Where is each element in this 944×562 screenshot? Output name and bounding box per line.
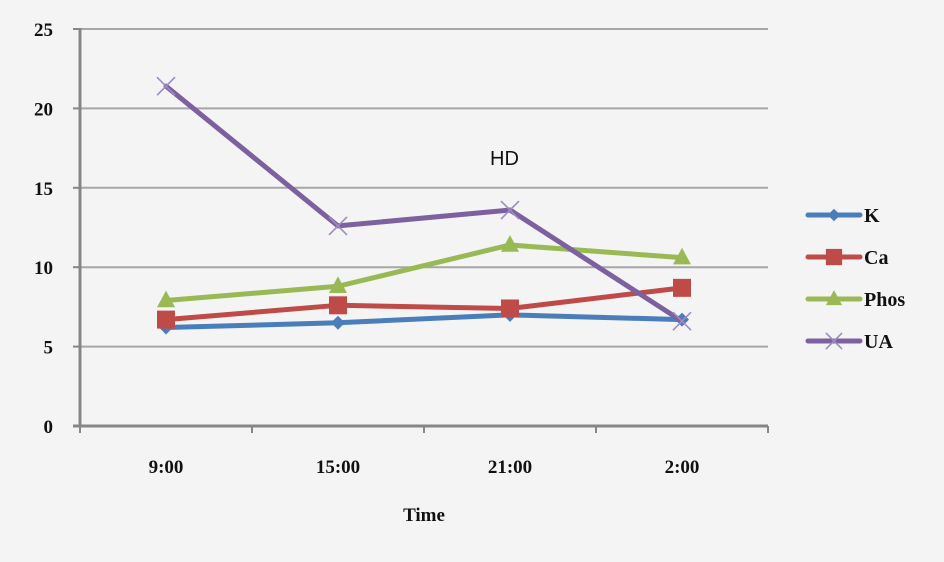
series-phos bbox=[157, 235, 691, 308]
legend-item-k: K bbox=[805, 205, 880, 227]
legend-label: K bbox=[864, 205, 880, 227]
x-marker bbox=[672, 311, 692, 331]
series-ca bbox=[157, 278, 691, 329]
y-tick-label: 0 bbox=[44, 417, 54, 438]
series-line bbox=[163, 83, 685, 324]
series-line bbox=[163, 312, 685, 331]
x-axis-tick-labels: 9:00 15:00 21:00 2:00 bbox=[149, 457, 700, 478]
data-series bbox=[156, 76, 692, 335]
x-marker bbox=[156, 76, 176, 96]
legend-label: Phos bbox=[864, 289, 905, 311]
triangle-marker bbox=[673, 247, 691, 265]
y-tick-label: 5 bbox=[44, 338, 54, 359]
series-line bbox=[163, 285, 685, 323]
triangle-marker bbox=[329, 276, 347, 294]
series-ua bbox=[156, 76, 692, 331]
x-tick-label: 2:00 bbox=[665, 457, 700, 478]
y-tick-label: 20 bbox=[34, 99, 53, 120]
y-tick-label: 25 bbox=[34, 20, 53, 41]
legend: K Ca Phos UA bbox=[805, 205, 905, 353]
x-tick-label: 15:00 bbox=[316, 457, 360, 478]
square-marker bbox=[825, 248, 843, 266]
x-axis-title: Time bbox=[403, 505, 445, 526]
triangle-marker bbox=[501, 235, 519, 252]
square-marker bbox=[157, 310, 175, 329]
square-marker bbox=[673, 278, 691, 297]
x-marker bbox=[825, 332, 843, 350]
triangle-marker bbox=[157, 290, 175, 308]
triangle-marker bbox=[825, 290, 843, 306]
legend-item-ca: Ca bbox=[805, 247, 888, 269]
series-line bbox=[163, 242, 685, 304]
legend-item-ua: UA bbox=[805, 331, 893, 353]
x-tick-label: 21:00 bbox=[488, 457, 532, 478]
axes bbox=[73, 28, 769, 433]
square-marker bbox=[501, 299, 519, 318]
legend-label: UA bbox=[864, 331, 893, 353]
square-marker bbox=[329, 296, 347, 315]
hd-annotation: HD bbox=[490, 148, 519, 170]
x-marker bbox=[500, 200, 520, 220]
y-tick-label: 10 bbox=[34, 258, 53, 279]
diamond-marker bbox=[827, 208, 841, 222]
diamond-marker bbox=[331, 315, 345, 330]
legend-item-phos: Phos bbox=[805, 289, 905, 311]
x-marker bbox=[328, 216, 348, 236]
legend-label: Ca bbox=[864, 247, 888, 269]
y-tick-label: 15 bbox=[34, 179, 53, 200]
y-axis-tick-labels: 0 5 10 15 20 25 bbox=[34, 20, 53, 438]
x-tick-label: 9:00 bbox=[149, 457, 184, 478]
